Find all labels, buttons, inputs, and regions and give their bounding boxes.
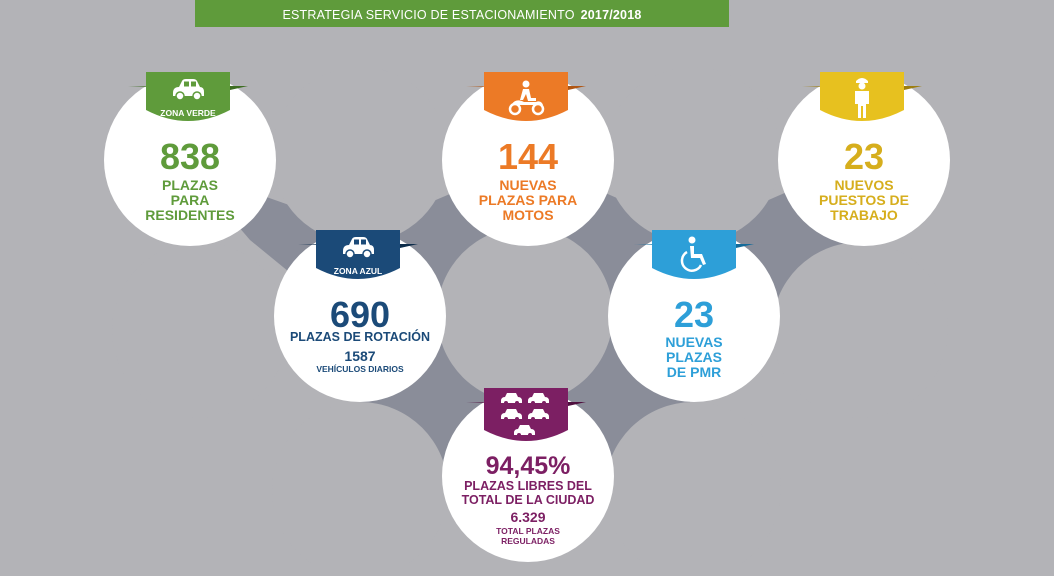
motos-circle: 144 NUEVAS PLAZAS PARA MOTOS	[442, 74, 614, 246]
motorcycle-icon	[508, 80, 545, 116]
worker-icon	[855, 78, 869, 118]
pmr-line3: DE PMR	[666, 364, 722, 380]
title-banner: ESTRATEGIA SERVICIO DE ESTACIONAMIENTO 20…	[195, 0, 729, 27]
zona-verde-tag: ZONA VERDE	[160, 108, 216, 118]
zona-azul-subvalue: 1587	[344, 348, 376, 364]
banner-period: 2017/2018	[580, 8, 642, 22]
zona-azul-ribbon: ZONA AZUL	[298, 230, 418, 286]
total-value: 94,45%	[485, 452, 571, 480]
motos-value: 144	[497, 136, 559, 177]
wheelchair-icon	[680, 236, 706, 272]
trabajo-value: 23	[843, 136, 885, 177]
trabajo-line3: TRABAJO	[830, 207, 898, 223]
zona-verde-ribbon: ZONA VERDE	[128, 72, 248, 128]
zona-azul-circle: 690 PLAZAS DE ROTACIÓN 1587 VEHÍCULOS DI…	[274, 230, 446, 402]
zona-azul-tag: ZONA AZUL	[333, 266, 383, 276]
zona-azul-line1: PLAZAS DE ROTACIÓN	[289, 330, 431, 344]
motos-line1: NUEVAS	[499, 177, 557, 193]
trabajo-line2: PUESTOS DE	[819, 192, 909, 208]
pmr-line1: NUEVAS	[665, 334, 723, 350]
total-ribbon	[466, 388, 586, 448]
zona-azul-sublabel: VEHÍCULOS DIARIOS	[316, 364, 404, 374]
total-sublabel1: TOTAL PLAZAS	[496, 526, 560, 536]
total-line1: PLAZAS LIBRES DEL	[464, 479, 592, 493]
banner-title: ESTRATEGIA SERVICIO DE ESTACIONAMIENTO	[282, 8, 575, 22]
pmr-line2: PLAZAS	[666, 349, 722, 365]
car-icon	[343, 237, 374, 259]
car-icon	[173, 79, 204, 101]
zona-verde-line3: RESIDENTES	[145, 207, 235, 223]
total-sublabel2: REGULADAS	[501, 536, 555, 546]
motos-ribbon	[466, 72, 586, 128]
motos-line2: PLAZAS PARA	[478, 192, 578, 208]
pmr-ribbon	[634, 230, 754, 286]
pmr-value: 23	[673, 294, 715, 335]
total-subvalue: 6.329	[510, 509, 546, 525]
zona-verde-value: 838	[159, 136, 221, 177]
zona-verde-line2: PARA	[170, 192, 210, 208]
total-line2: TOTAL DE LA CIUDAD	[461, 493, 595, 507]
motos-line3: MOTOS	[502, 207, 554, 223]
trabajo-ribbon	[802, 72, 922, 128]
zona-verde-line1: PLAZAS	[162, 177, 218, 193]
zona-azul-value: 690	[329, 294, 391, 335]
trabajo-line1: NUEVOS	[834, 177, 894, 193]
cars-icon	[501, 393, 549, 437]
